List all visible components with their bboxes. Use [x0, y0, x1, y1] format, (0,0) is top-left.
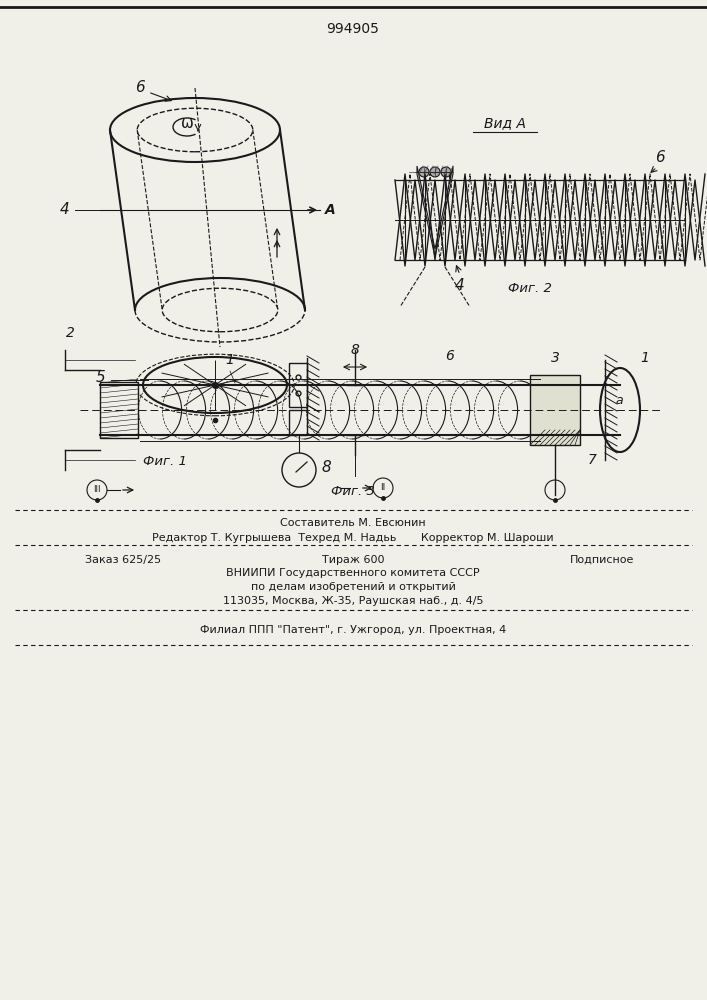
Text: Составитель М. Евсюнин: Составитель М. Евсюнин	[280, 518, 426, 528]
Text: 3: 3	[551, 351, 559, 365]
Text: по делам изобретений и открытий: по делам изобретений и открытий	[250, 582, 455, 592]
Ellipse shape	[600, 368, 640, 452]
Text: 4: 4	[455, 278, 465, 293]
Text: Тираж 600: Тираж 600	[322, 555, 384, 565]
Text: Редактор Т. Кугрышева  Техред М. Надьь       Корректор М. Шароши: Редактор Т. Кугрышева Техред М. Надьь Ко…	[152, 533, 554, 543]
Text: 113035, Москва, Ж-35, Раушская наб., д. 4/5: 113035, Москва, Ж-35, Раушская наб., д. …	[223, 596, 484, 606]
Circle shape	[430, 167, 440, 177]
Bar	[289, 363, 307, 407]
Polygon shape	[417, 166, 453, 257]
Text: 6: 6	[655, 150, 665, 165]
Bar	[530, 375, 580, 445]
Bar	[100, 382, 138, 438]
Text: Фиг. 1: Фиг. 1	[143, 455, 187, 468]
Text: 4: 4	[60, 202, 70, 218]
Text: 8: 8	[321, 460, 331, 476]
Text: 1: 1	[226, 353, 235, 367]
Text: 1: 1	[640, 351, 649, 365]
Text: 5: 5	[96, 369, 106, 384]
Text: Заказ 625/25: Заказ 625/25	[85, 555, 161, 565]
Text: Вид A: Вид A	[484, 116, 526, 130]
Text: ω: ω	[180, 116, 194, 131]
Text: 6: 6	[135, 81, 145, 96]
Text: Филиал ППП "Патент", г. Ужгород, ул. Проектная, 4: Филиал ППП "Патент", г. Ужгород, ул. Про…	[200, 625, 506, 635]
Text: II: II	[380, 484, 385, 492]
Circle shape	[419, 167, 429, 177]
Text: a: a	[615, 393, 623, 406]
Text: A: A	[325, 203, 336, 217]
Text: 8: 8	[351, 343, 359, 357]
Text: 994905: 994905	[327, 22, 380, 36]
Text: I: I	[554, 485, 556, 495]
Text: Фиг. 3: Фиг. 3	[331, 485, 375, 498]
Text: 2: 2	[66, 326, 74, 340]
Bar	[289, 410, 307, 435]
Text: ВНИИПИ Государственного комитета СССР: ВНИИПИ Государственного комитета СССР	[226, 568, 480, 578]
Text: 7: 7	[588, 453, 597, 467]
Circle shape	[441, 167, 451, 177]
Text: III: III	[93, 486, 101, 494]
Text: 6: 6	[445, 349, 455, 363]
Text: Подписное: Подписное	[570, 555, 634, 565]
Text: Фиг. 2: Фиг. 2	[508, 282, 552, 295]
